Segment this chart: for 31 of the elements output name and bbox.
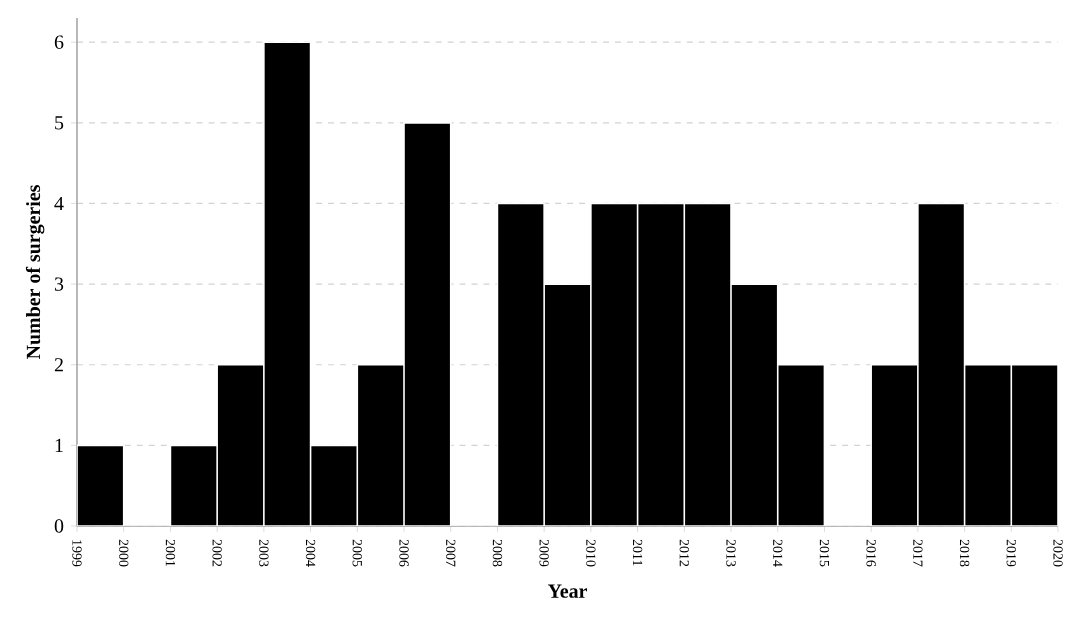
x-tick-label: 2001 [165,539,176,567]
x-tick-label: 2002 [212,539,222,567]
x-tick-label: 2019 [1006,539,1017,567]
x-tick-label: 2005 [352,539,362,567]
x-tick-label: 2013 [726,539,736,567]
y-axis-title: Number of surgeries [25,185,45,360]
x-tick-label: 2010 [586,539,596,567]
x-tick-label: 2016 [866,539,876,567]
x-tick-label: 2018 [959,539,970,567]
x-tick-label: 2003 [259,539,269,567]
x-tick-label: 2000 [119,539,129,567]
x-tick-label: 2012 [679,539,690,567]
x-axis-title: Year [547,584,587,598]
x-tick-label: 2008 [492,539,503,567]
y-tick-label: 3 [54,277,64,291]
x-tick-label: 2014 [773,539,783,567]
x-tick-label: 2017 [913,539,923,567]
x-tick-label: 2020 [1053,539,1063,567]
y-tick-label: 6 [54,35,64,49]
y-tick-label: 5 [55,116,64,130]
x-tick-label: 2011 [632,539,643,566]
x-tick-label: 2004 [305,539,316,567]
y-tick-label: 4 [54,196,64,211]
x-tick-label: 2006 [399,539,409,567]
y-tick-label: 2 [54,358,63,372]
x-tick-label: 2007 [446,539,456,567]
y-tick-label: 0 [54,519,64,533]
x-tick-label: 1999 [72,540,82,567]
x-tick-label: 2009 [539,539,549,567]
x-tick-label: 2015 [819,539,830,567]
y-tick-label: 1 [55,438,63,452]
